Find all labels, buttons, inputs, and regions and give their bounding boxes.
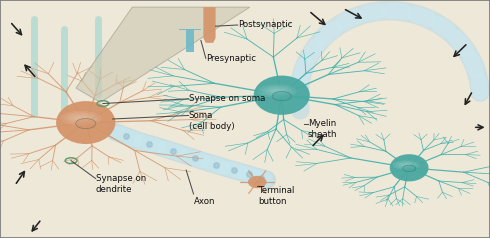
Polygon shape <box>76 7 250 102</box>
Ellipse shape <box>395 161 416 169</box>
Text: Postsynaptic: Postsynaptic <box>238 20 292 30</box>
Text: sheath: sheath <box>308 130 337 139</box>
Text: dendrite: dendrite <box>96 185 132 194</box>
Polygon shape <box>203 7 216 43</box>
Text: (cell body): (cell body) <box>189 122 234 131</box>
Ellipse shape <box>390 154 429 181</box>
Ellipse shape <box>262 86 293 97</box>
Text: button: button <box>259 197 287 206</box>
Ellipse shape <box>258 84 297 98</box>
Ellipse shape <box>60 111 101 126</box>
Ellipse shape <box>69 114 93 123</box>
Text: Presynaptic: Presynaptic <box>206 54 256 63</box>
Ellipse shape <box>254 76 310 115</box>
Ellipse shape <box>74 116 88 121</box>
Text: Soma: Soma <box>189 111 213 120</box>
Polygon shape <box>179 29 201 52</box>
Ellipse shape <box>75 119 96 129</box>
Ellipse shape <box>248 176 267 188</box>
Ellipse shape <box>401 163 411 167</box>
Ellipse shape <box>398 162 414 168</box>
Text: Terminal: Terminal <box>259 186 295 195</box>
Text: Axon: Axon <box>194 197 215 206</box>
Text: Myelin: Myelin <box>308 119 336 128</box>
Text: Synapse on soma: Synapse on soma <box>189 94 265 103</box>
Text: Synapse on: Synapse on <box>96 174 146 183</box>
Ellipse shape <box>272 91 291 101</box>
Ellipse shape <box>266 87 289 95</box>
Ellipse shape <box>402 165 416 172</box>
Ellipse shape <box>270 89 284 94</box>
Ellipse shape <box>56 101 116 144</box>
Ellipse shape <box>65 112 97 124</box>
Ellipse shape <box>392 160 419 170</box>
